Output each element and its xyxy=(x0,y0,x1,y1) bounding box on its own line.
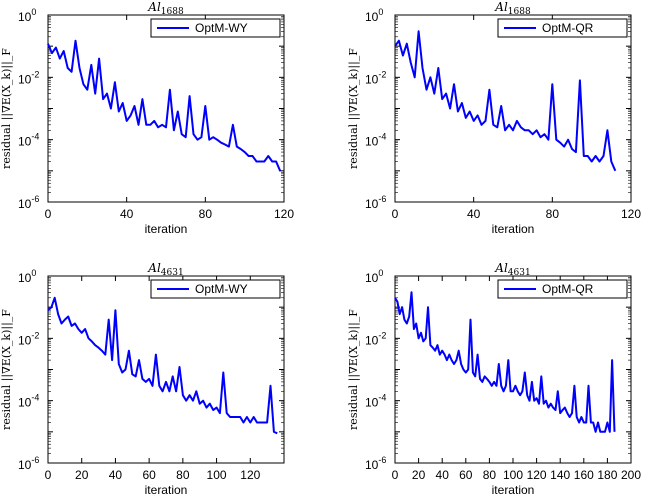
x-tick-label: 60 xyxy=(142,468,156,482)
chart-title: Al1688 xyxy=(147,0,184,17)
y-tick-label: 10-4 xyxy=(18,393,39,410)
x-tick-label: 20 xyxy=(75,468,89,482)
legend-label: OptM-QR xyxy=(542,282,594,296)
chart-title: Al4631 xyxy=(147,261,183,278)
y-tick-label: 10-6 xyxy=(365,455,386,472)
series-line-1 xyxy=(394,30,617,172)
x-tick-label: 40 xyxy=(109,468,123,482)
x-tick-label: 80 xyxy=(546,207,560,221)
y-tick-label: 10-4 xyxy=(18,132,39,149)
x-tick-label: 80 xyxy=(176,468,190,482)
y-axis-label: residual ||∇E(X_k)||_F xyxy=(0,309,14,430)
x-tick-label: 80 xyxy=(483,468,497,482)
x-tick-label: 20 xyxy=(412,468,426,482)
y-tick-label: 10-2 xyxy=(365,330,386,347)
x-axis-label: iteration xyxy=(145,222,188,236)
plot-frame xyxy=(47,14,285,203)
series-line-1 xyxy=(47,296,278,435)
chart-panel-2: 10-6 10-4 10-2 100 0 40 80 120 Al1688 iteration re… xyxy=(347,0,641,236)
legend: OptM-WY xyxy=(150,279,281,299)
chart-panel-1: 10-6 10-4 10-2 100 0 40 80 120 Al1688 iteration re… xyxy=(0,0,294,236)
plot-frame xyxy=(394,275,632,464)
y-tick-label: 10-6 xyxy=(365,194,386,211)
y-tick-label: 100 xyxy=(365,268,383,285)
x-tick-label: 140 xyxy=(550,468,570,482)
x-tick-label: 120 xyxy=(274,207,294,221)
y-tick-label: 10-4 xyxy=(365,132,386,149)
x-tick-label: 0 xyxy=(392,468,399,482)
x-tick-label: 100 xyxy=(503,468,523,482)
chart-title: Al1688 xyxy=(494,0,531,17)
x-tick-label: 80 xyxy=(199,207,213,221)
y-tick-label: 10-2 xyxy=(18,330,39,347)
x-tick-label: 40 xyxy=(436,468,450,482)
legend: OptM-QR xyxy=(497,279,628,299)
legend-box xyxy=(150,279,281,299)
x-tick-label: 0 xyxy=(45,207,52,221)
legend: OptM-QR xyxy=(497,18,628,38)
x-tick-label: 0 xyxy=(392,207,399,221)
x-tick-label: 200 xyxy=(621,468,641,482)
chart-panel-3: 10-6 10-4 10-2 100 0 20 40 60 80 100 120 Al4631 iter… xyxy=(0,261,285,497)
y-axis-label: residual ||∇E(X_k)||_F xyxy=(347,48,361,169)
x-tick-label: 180 xyxy=(597,468,617,482)
legend-label: OptM-WY xyxy=(195,282,248,296)
x-tick-label: 160 xyxy=(574,468,594,482)
x-tick-label: 40 xyxy=(120,207,134,221)
y-tick-label: 100 xyxy=(365,7,383,24)
x-tick-label: 100 xyxy=(207,468,227,482)
y-tick-label: 100 xyxy=(18,268,36,285)
legend-box xyxy=(497,18,628,38)
series-line-1 xyxy=(394,291,616,433)
plot-frame xyxy=(394,14,632,203)
x-tick-label: 120 xyxy=(621,207,641,221)
legend-label: OptM-QR xyxy=(542,21,594,35)
x-tick-label: 0 xyxy=(45,468,52,482)
legend-box xyxy=(150,18,281,38)
x-tick-label: 40 xyxy=(467,207,481,221)
legend-box xyxy=(497,279,628,299)
y-tick-label: 10-4 xyxy=(365,393,386,410)
y-tick-label: 10-2 xyxy=(18,69,39,86)
x-tick-label: 120 xyxy=(527,468,547,482)
x-axis-label: iteration xyxy=(492,222,535,236)
y-axis-label: residual ||∇E(X_k)||_F xyxy=(0,48,14,169)
y-tick-label: 10-6 xyxy=(18,194,39,211)
y-axis-label: residual ||∇E(X_k)||_F xyxy=(347,309,361,430)
chart-title: Al4631 xyxy=(494,261,530,278)
y-tick-label: 10-6 xyxy=(18,455,39,472)
x-tick-label: 60 xyxy=(459,468,473,482)
y-tick-label: 10-2 xyxy=(365,69,386,86)
x-axis-label: iteration xyxy=(145,483,188,497)
plot-frame xyxy=(47,275,285,464)
legend: OptM-WY xyxy=(150,18,281,38)
series-line-1 xyxy=(47,39,282,172)
x-axis-label: iteration xyxy=(492,483,535,497)
x-tick-label: 120 xyxy=(240,468,260,482)
y-tick-label: 100 xyxy=(18,7,36,24)
legend-label: OptM-WY xyxy=(195,21,248,35)
